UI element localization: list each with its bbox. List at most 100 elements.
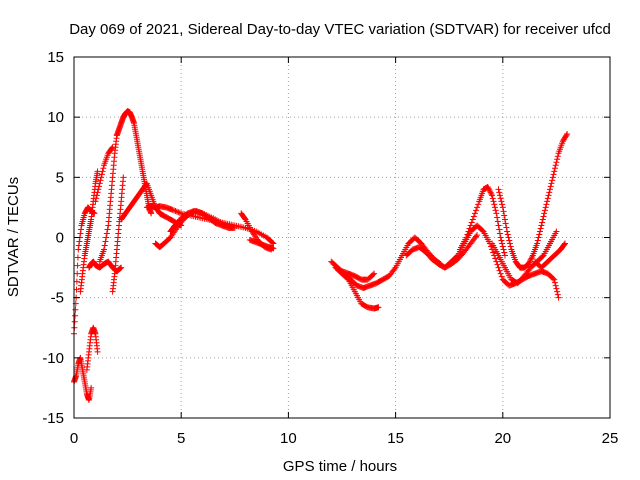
data-point bbox=[73, 278, 80, 285]
series-arc-15 bbox=[246, 236, 277, 252]
data-point bbox=[535, 234, 542, 241]
data-point bbox=[528, 255, 535, 262]
data-point bbox=[544, 195, 551, 202]
data-point bbox=[75, 242, 82, 249]
data-point bbox=[500, 208, 507, 215]
data-point bbox=[494, 218, 501, 225]
data-point bbox=[550, 275, 557, 282]
series-arc-5 bbox=[86, 258, 125, 275]
series-arc-13 bbox=[167, 208, 236, 235]
data-points bbox=[71, 108, 571, 403]
data-point bbox=[486, 188, 493, 195]
data-point bbox=[537, 225, 544, 232]
data-point bbox=[172, 208, 179, 215]
data-point bbox=[549, 177, 556, 184]
data-point bbox=[73, 286, 80, 293]
data-point bbox=[148, 210, 155, 217]
data-point bbox=[494, 261, 501, 268]
data-point bbox=[93, 195, 100, 202]
data-point bbox=[499, 243, 506, 250]
y-tick-label: -10 bbox=[42, 350, 64, 367]
data-point bbox=[473, 207, 479, 214]
data-point bbox=[76, 238, 83, 245]
data-point bbox=[222, 221, 229, 228]
data-point bbox=[108, 145, 115, 152]
data-point bbox=[487, 189, 494, 196]
data-point bbox=[544, 198, 551, 205]
data-point bbox=[467, 222, 474, 229]
data-point bbox=[529, 253, 536, 260]
data-point bbox=[241, 215, 248, 222]
data-point bbox=[229, 224, 236, 231]
data-point bbox=[526, 259, 533, 266]
data-point bbox=[99, 168, 106, 175]
data-point bbox=[527, 256, 534, 263]
data-point bbox=[496, 189, 503, 196]
data-point bbox=[554, 291, 561, 298]
data-point bbox=[548, 180, 555, 187]
y-tick-label: 10 bbox=[47, 109, 64, 126]
data-point bbox=[479, 227, 486, 234]
data-point bbox=[71, 318, 78, 325]
data-point bbox=[88, 384, 95, 391]
data-point bbox=[103, 234, 110, 241]
data-point bbox=[499, 240, 506, 247]
data-point bbox=[498, 273, 505, 280]
data-point bbox=[495, 186, 502, 193]
data-point bbox=[475, 201, 482, 208]
data-point bbox=[563, 132, 570, 139]
x-tick-label: 10 bbox=[280, 430, 297, 447]
data-point bbox=[226, 223, 233, 230]
data-point bbox=[221, 221, 228, 228]
data-point bbox=[95, 186, 102, 193]
data-point bbox=[104, 226, 111, 233]
series-arc-6 bbox=[92, 144, 116, 205]
data-point bbox=[536, 228, 543, 235]
data-point bbox=[552, 162, 559, 169]
data-point bbox=[501, 249, 508, 256]
data-point bbox=[96, 183, 103, 190]
data-point bbox=[75, 246, 82, 253]
data-point bbox=[484, 183, 491, 190]
series-arc-3 bbox=[77, 168, 101, 295]
data-point bbox=[497, 195, 504, 202]
data-point bbox=[503, 224, 510, 231]
x-tick-label: 20 bbox=[494, 430, 511, 447]
data-point bbox=[98, 174, 105, 181]
data-point bbox=[504, 228, 511, 235]
data-point bbox=[561, 240, 568, 247]
series-arc-4 bbox=[83, 324, 101, 373]
data-point bbox=[463, 234, 470, 241]
data-point bbox=[223, 222, 230, 229]
data-point bbox=[539, 216, 546, 223]
data-point bbox=[494, 214, 501, 221]
data-point bbox=[228, 224, 235, 231]
data-point bbox=[534, 237, 541, 244]
data-point bbox=[554, 153, 561, 160]
data-point bbox=[72, 312, 79, 319]
data-point bbox=[496, 267, 503, 274]
data-point bbox=[492, 255, 499, 262]
data-point bbox=[490, 249, 497, 256]
data-point bbox=[539, 253, 546, 260]
series-arc-8 bbox=[109, 174, 127, 295]
data-point bbox=[489, 195, 496, 202]
data-point bbox=[77, 230, 84, 237]
data-point bbox=[269, 239, 276, 246]
data-point bbox=[496, 226, 503, 233]
x-axis-label: GPS time / hours bbox=[283, 458, 397, 475]
axis-ticks: 0 5 10 15 20 25 -15 -10 -5 0 5 10 15 bbox=[42, 49, 618, 447]
data-point bbox=[499, 204, 506, 211]
data-point bbox=[505, 234, 512, 241]
data-point bbox=[116, 265, 123, 272]
data-point bbox=[94, 189, 101, 196]
data-point bbox=[501, 216, 508, 223]
data-point bbox=[474, 232, 481, 239]
data-point bbox=[546, 186, 553, 193]
data-point bbox=[543, 201, 550, 208]
data-point bbox=[391, 265, 398, 272]
data-point bbox=[74, 262, 81, 269]
data-point bbox=[466, 225, 473, 232]
data-point bbox=[506, 240, 513, 247]
